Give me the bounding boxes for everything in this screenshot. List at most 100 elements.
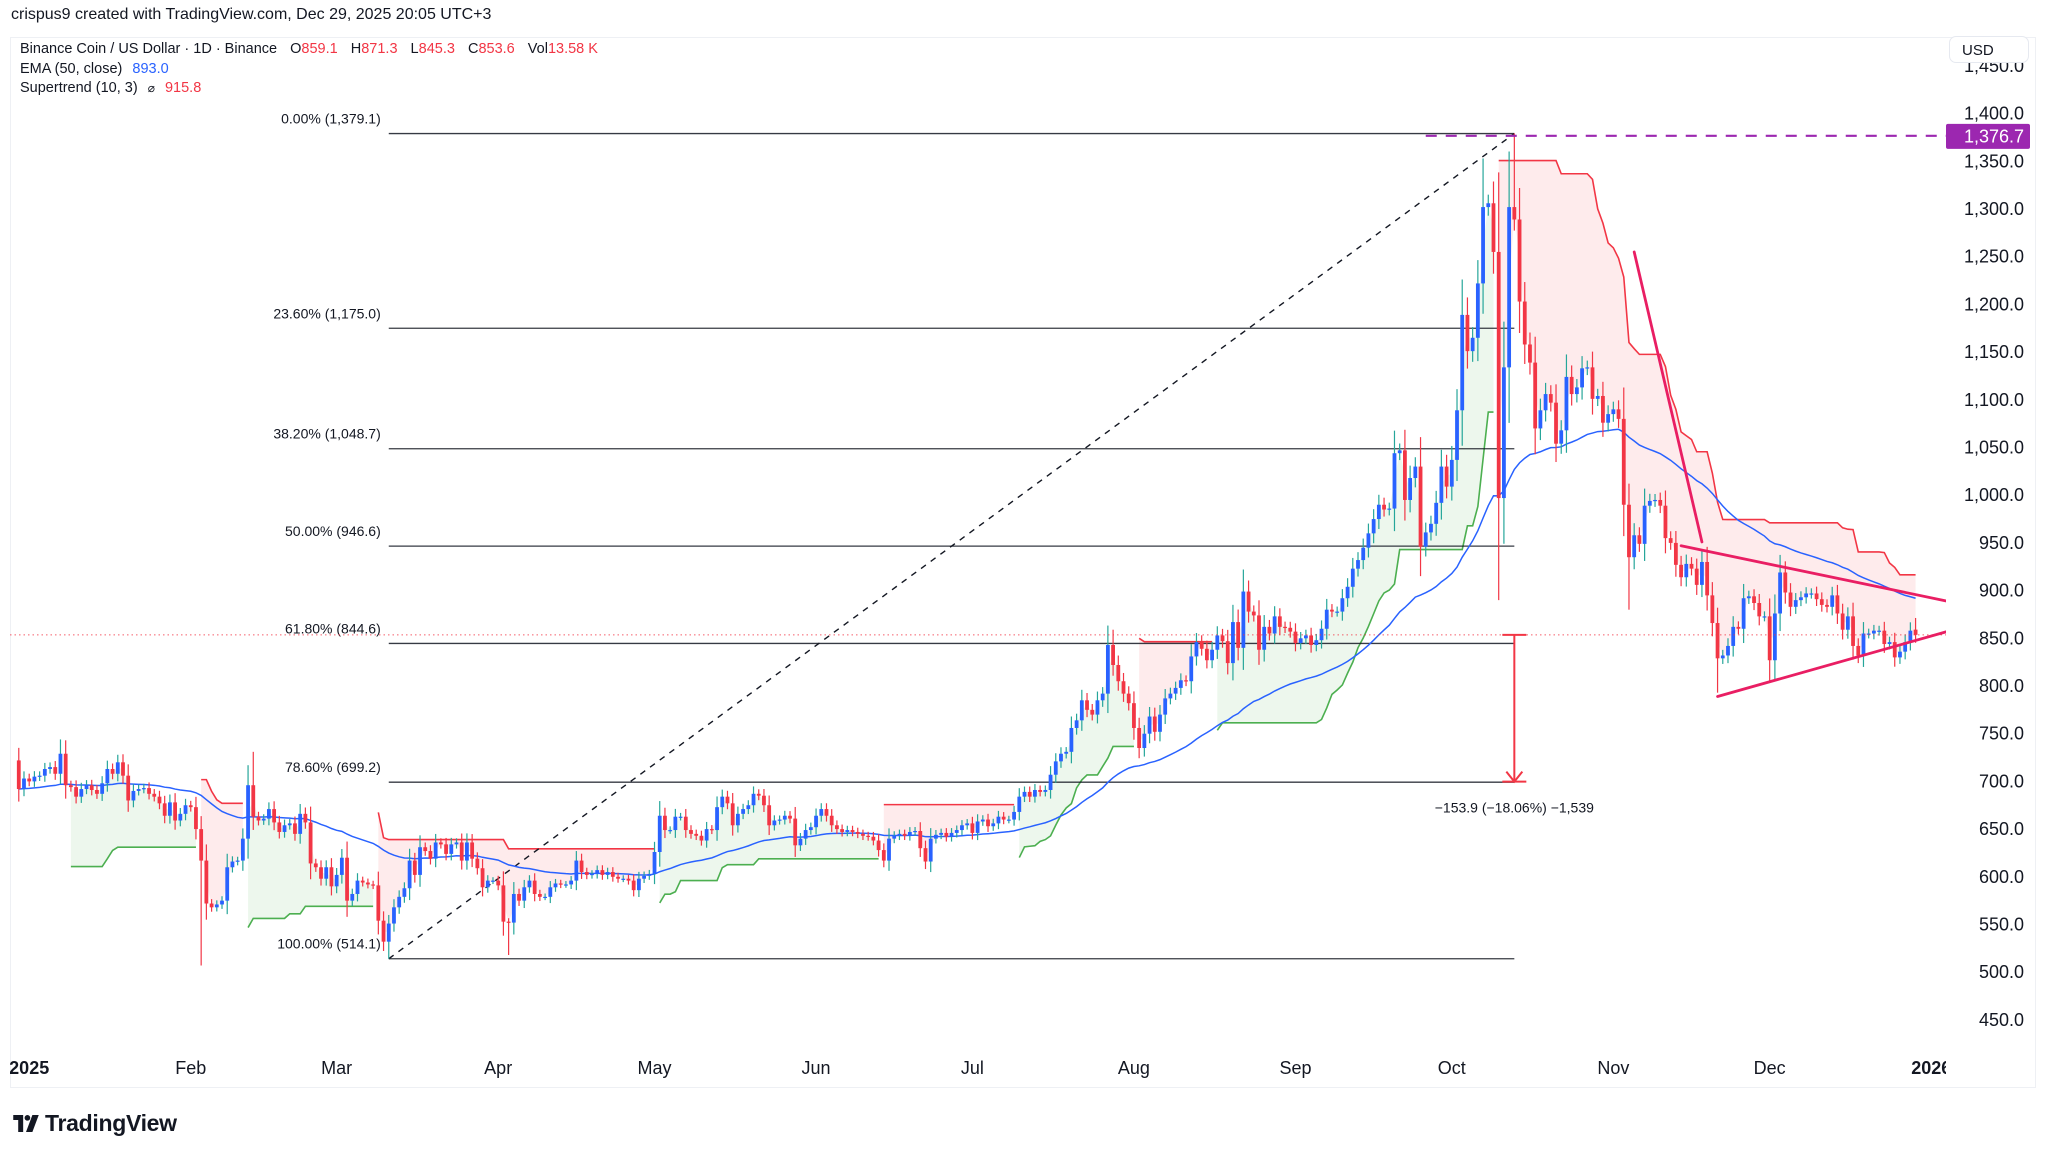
candle-body — [16, 760, 21, 790]
candle-body — [1908, 630, 1913, 643]
candle-body — [626, 878, 631, 881]
candle-up — [590, 870, 594, 879]
candle-down — [835, 820, 839, 834]
candle-up — [1559, 420, 1564, 454]
candle-down — [74, 780, 78, 804]
candle-body — [1788, 592, 1793, 607]
candle-down — [1512, 133, 1517, 231]
candle-up — [642, 871, 646, 884]
candle-body — [1397, 450, 1402, 454]
candle-body — [636, 878, 641, 891]
candle-body — [1038, 789, 1043, 792]
fib-level-label: 23.60% (1,175.0) — [273, 305, 380, 321]
candle-up — [527, 875, 532, 893]
price-range-measure[interactable]: −153.9 (−18.06%) −1,539 — [1435, 633, 1594, 816]
candle-down — [1533, 336, 1538, 455]
candle-up — [214, 900, 219, 912]
candle-down — [293, 816, 297, 841]
candle-body — [1137, 727, 1142, 749]
candle-down — [1637, 527, 1642, 552]
candle-down — [63, 740, 68, 799]
candle-down — [537, 889, 542, 902]
candle-body — [1366, 533, 1371, 548]
supertrend-up-line — [247, 905, 374, 928]
supertrend-up-fill — [70, 768, 196, 867]
measure-arrowhead-icon — [1505, 771, 1524, 784]
candle-body — [1835, 595, 1840, 614]
candle-body — [793, 818, 798, 846]
candle-body — [819, 809, 824, 816]
candle-body — [798, 838, 803, 846]
candle-down — [986, 813, 990, 832]
candle-up — [1387, 502, 1392, 516]
candle-body — [782, 815, 787, 820]
trendline[interactable] — [1679, 544, 1947, 603]
legend-supertrend-row[interactable]: Supertrend (10, 3) ⌀ 915.8 — [20, 79, 598, 99]
candle-down — [1491, 181, 1496, 274]
candle-up — [819, 803, 824, 822]
candle-up — [1809, 588, 1814, 599]
plot-area[interactable]: 0.00% (1,379.1) 23.60% (1,175.0) 38.20% (1… — [10, 111, 1947, 966]
candle-up — [1397, 443, 1402, 461]
candle-up — [1392, 430, 1397, 532]
candle-body — [1158, 714, 1162, 732]
candle-down — [371, 880, 376, 890]
price-axis[interactable]: 450.0 500.0 550.0 600.0 650.0 700.0 750.0 800.0… — [1946, 56, 2030, 1030]
fibonacci-retracement[interactable]: 0.00% (1,379.1) 23.60% (1,175.0) 38.20% (1… — [273, 111, 1515, 960]
supertrend-label: Supertrend (10, 3) — [20, 80, 138, 96]
candle-body — [1215, 635, 1220, 650]
candle-body — [1132, 703, 1136, 728]
currency-button[interactable]: USD — [1949, 36, 2029, 63]
candle-body — [668, 830, 673, 832]
candle-body — [663, 815, 667, 831]
candle-body — [459, 842, 464, 861]
candle-body — [1533, 362, 1538, 429]
candle-body — [32, 776, 37, 782]
candle-body — [1637, 535, 1642, 544]
candle-body — [204, 860, 209, 904]
candle-up — [287, 819, 292, 830]
ath-price-label[interactable]: 1,376.7 — [1946, 123, 2030, 149]
candle-body — [449, 844, 454, 854]
symbol-title[interactable]: Binance Coin / US Dollar · 1D · Binance — [20, 41, 278, 57]
candle-up — [1866, 628, 1871, 639]
supertrend-down-line — [201, 778, 243, 805]
candle-body — [79, 789, 84, 797]
ath-price-label-box — [1946, 123, 2030, 149]
candle-body — [162, 803, 167, 816]
candle-body — [1512, 207, 1517, 220]
candle-up — [1178, 673, 1183, 695]
trendline[interactable] — [1632, 250, 1704, 544]
price-tick-label: 1,250.0 — [1964, 247, 2024, 267]
drawings-layer[interactable]: −153.9 (−18.06%) −1,539 — [10, 134, 1947, 816]
fib-level-label: 50.00% (946.6) — [285, 523, 381, 539]
candle-up — [1147, 706, 1152, 744]
candle-up — [720, 789, 725, 815]
candle-down — [1246, 580, 1251, 623]
legend-ema-row[interactable]: EMA (50, close) 893.0 — [20, 60, 598, 80]
candle-up — [887, 828, 891, 871]
candle-body — [1679, 564, 1683, 578]
candle-up — [975, 814, 980, 841]
candle-up — [746, 800, 751, 815]
tradingview-logo[interactable]: TradingView — [13, 1110, 177, 1137]
candle-body — [491, 880, 495, 882]
candle-up — [1231, 604, 1235, 681]
candle-body — [58, 753, 63, 774]
candle-body — [412, 860, 417, 875]
candle-down — [459, 833, 464, 870]
hidden-fill-icon: ⌀ — [147, 81, 155, 95]
candle-down — [1601, 381, 1605, 437]
price-tick-label: 1,200.0 — [1964, 294, 2024, 314]
candle-body — [1449, 459, 1454, 487]
candle-body — [1350, 568, 1355, 587]
candle-down — [501, 871, 506, 936]
time-axis[interactable]: 2025 Feb Mar Apr May Jun Jul Aug Sep Oct Nov Dec 202… — [9, 1058, 1951, 1078]
candle-up — [892, 831, 897, 844]
candle-down — [532, 873, 537, 902]
trendline[interactable] — [1716, 630, 1947, 698]
candle-down — [1152, 707, 1157, 741]
candle-body — [1746, 596, 1751, 599]
fib-trend-dashed-line — [388, 132, 1515, 960]
